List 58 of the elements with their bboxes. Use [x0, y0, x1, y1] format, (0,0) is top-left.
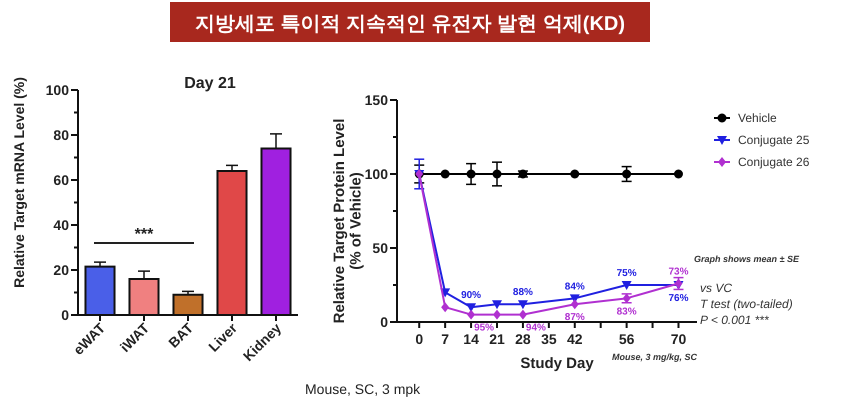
point — [492, 170, 502, 178]
y-axis-title: Relative Target Protein Level (% of Vehicle) — [330, 118, 364, 324]
text: vs VC — [700, 281, 732, 295]
annotation: 95% — [474, 322, 494, 334]
annotation: 94% — [526, 322, 546, 334]
point — [440, 170, 450, 178]
x-tick-label: 0 — [415, 331, 424, 347]
annotation: 90% — [461, 290, 482, 302]
point — [622, 281, 632, 290]
annotation: 88% — [512, 287, 534, 298]
annotation: 84% — [564, 281, 585, 292]
point — [674, 170, 683, 178]
x-tick-label: 28 — [515, 331, 531, 347]
text: Mouse, SC, 3 mpk — [305, 381, 422, 397]
text: Mouse, 3 mg/kg, SC — [612, 352, 698, 362]
y-tick-label: 100 — [364, 166, 388, 182]
y-tick-label: 100 — [46, 82, 70, 98]
text: T test (two-tailed) — [700, 297, 793, 311]
annotation: *** — [134, 226, 154, 243]
y-tick-label: 80 — [53, 127, 70, 143]
y-tick-label: 40 — [53, 217, 70, 233]
point — [518, 310, 527, 320]
point — [466, 170, 476, 178]
y-tick-label: 0 — [61, 307, 70, 323]
x-tick-label: 14 — [463, 331, 480, 347]
point — [441, 302, 450, 312]
x-tick-label: 70 — [670, 331, 686, 347]
point — [570, 170, 580, 178]
point — [570, 299, 579, 310]
y-tick-label: 20 — [53, 262, 70, 278]
y-tick-label: 150 — [364, 92, 388, 108]
legend-label: Conjugate 26 — [738, 155, 810, 169]
point — [467, 310, 476, 320]
x-tick-label: 21 — [489, 331, 505, 347]
point — [518, 300, 528, 310]
legend-label: Conjugate 25 — [738, 133, 810, 147]
x-axis-title: Study Day — [520, 355, 594, 372]
point — [492, 300, 502, 310]
point — [493, 310, 501, 320]
annotation: 76% — [668, 293, 689, 304]
x-tick-label: 42 — [566, 331, 583, 347]
annotation: 83% — [616, 306, 637, 318]
annotation: 75% — [616, 268, 637, 279]
annotation: 73% — [668, 266, 689, 278]
x-tick-label: 35 — [541, 331, 557, 347]
annotation: Graph shows mean ± SE — [694, 254, 800, 264]
text: 지방세포 특이적 지속적인 유전자 발현 억제(KD) — [195, 13, 625, 35]
x-tick-label: 56 — [618, 331, 635, 347]
text: P < 0.001 *** — [700, 313, 769, 327]
chart-title: Day 21 — [184, 75, 236, 92]
point — [466, 303, 476, 312]
x-tick-label: 7 — [441, 331, 450, 347]
point — [622, 170, 632, 178]
y-axis-title: Relative Target mRNA Level (%) — [11, 77, 27, 288]
annotation: 87% — [564, 312, 585, 324]
legend-label: Vehicle — [738, 111, 778, 125]
y-tick-label: 50 — [372, 240, 388, 256]
y-tick-label: 60 — [53, 172, 70, 188]
